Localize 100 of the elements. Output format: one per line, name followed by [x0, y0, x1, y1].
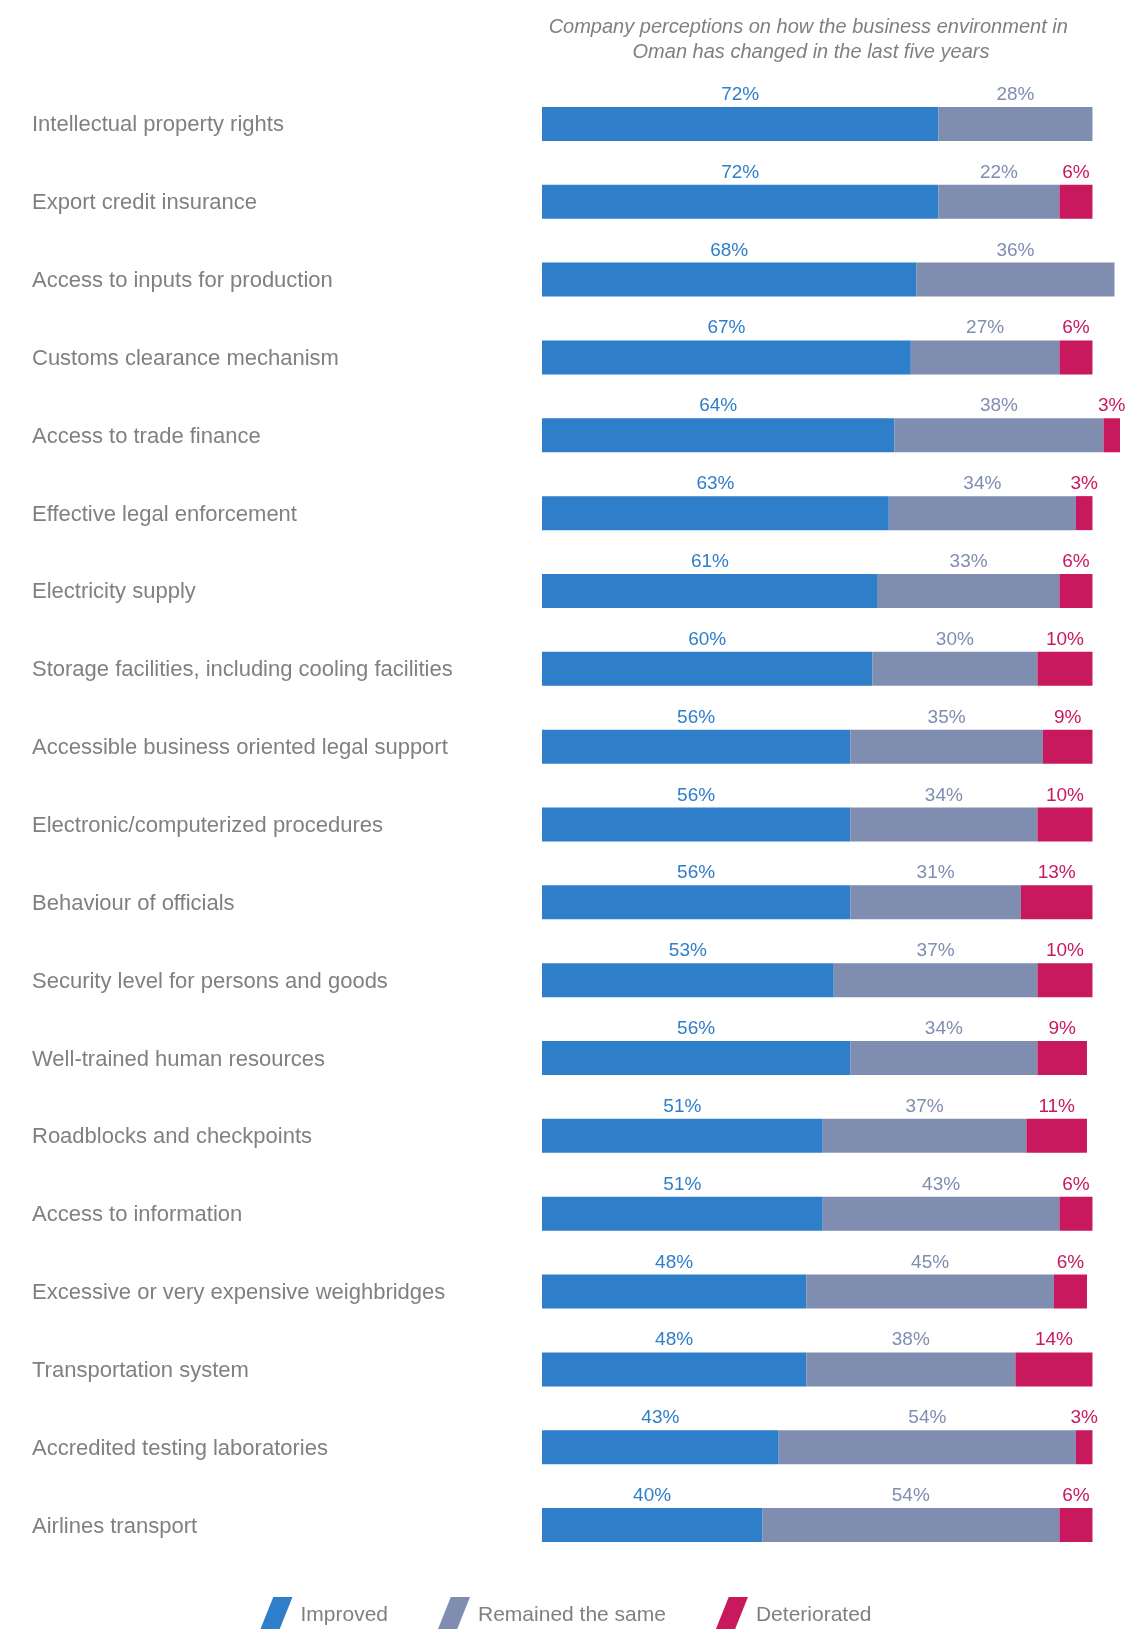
bar [910, 340, 1060, 375]
bar [542, 885, 851, 920]
y-tick-label: Export credit insurance [32, 189, 257, 215]
data-label: 48% [655, 1328, 694, 1350]
data-label: 10% [1045, 939, 1085, 961]
data-label: 6% [1062, 316, 1090, 338]
data-label: 11% [1038, 1094, 1076, 1116]
data-label: 38% [979, 394, 1019, 416]
bar [894, 418, 1104, 453]
data-label: 27% [966, 316, 1005, 338]
bar [1059, 573, 1093, 608]
data-label: 6% [1056, 1250, 1085, 1272]
bar [877, 573, 1060, 608]
bar [916, 262, 1115, 297]
bar [888, 496, 1076, 531]
data-label: 3% [1070, 1406, 1099, 1428]
bar [938, 184, 1060, 219]
bar [1059, 1508, 1093, 1543]
data-label: 6% [1062, 1172, 1090, 1194]
bar [542, 418, 895, 453]
data-label: 6% [1062, 1484, 1090, 1506]
bar [872, 651, 1038, 686]
data-label: 30% [935, 627, 974, 649]
y-tick-label: Accredited testing laboratories [32, 1434, 328, 1460]
data-label: 72% [721, 82, 760, 104]
data-label: 31% [916, 861, 955, 883]
data-label: 51% [663, 1172, 702, 1194]
bar [1037, 1041, 1087, 1076]
data-label: 48% [655, 1250, 694, 1272]
y-tick-label: Accessible business oriented legal support [32, 734, 448, 760]
data-label: 3% [1098, 394, 1126, 416]
data-label: 53% [668, 939, 707, 961]
data-label: 37% [905, 1094, 944, 1116]
data-label: 56% [677, 783, 716, 805]
legend-label: Improved [300, 1601, 389, 1625]
data-label: 45% [911, 1250, 950, 1272]
bar [542, 651, 873, 686]
bar [850, 1041, 1038, 1076]
y-tick-label: Well-trained human resources [32, 1045, 326, 1071]
data-label: 38% [891, 1328, 930, 1350]
bar [542, 573, 878, 608]
data-label: 6% [1062, 160, 1090, 182]
bar [1020, 885, 1093, 920]
bar [850, 807, 1038, 842]
bar [542, 807, 851, 842]
bar [1042, 729, 1093, 764]
bar [542, 1041, 851, 1076]
bar [542, 340, 911, 375]
data-label: 54% [891, 1484, 930, 1506]
data-label: 64% [699, 394, 738, 416]
bar [542, 1274, 807, 1309]
bar [1037, 651, 1093, 686]
bar [822, 1118, 1027, 1153]
bar [822, 1196, 1060, 1231]
data-label: 56% [677, 1017, 716, 1039]
data-label: 13% [1037, 861, 1076, 883]
y-tick-label: Electronic/computerized procedures [32, 812, 383, 837]
data-label: 56% [677, 861, 716, 883]
bar [850, 729, 1043, 764]
legend-label: Remained the same [478, 1601, 666, 1625]
bar [542, 1508, 763, 1543]
data-label: 72% [721, 160, 760, 182]
bar [1059, 184, 1093, 219]
bar [806, 1274, 1054, 1309]
y-tick-label: Airlines transport [32, 1512, 198, 1538]
bar [542, 496, 889, 531]
data-label: 43% [922, 1172, 961, 1194]
data-label: 10% [1045, 627, 1085, 649]
chart-title: Company perceptions on how the business environment in Oman has changed in the last five years [548, 14, 1074, 62]
y-tick-label: Intellectual property rights [32, 111, 284, 137]
y-tick-label: Access to trade finance [32, 422, 261, 448]
y-tick-label: Storage facilities, including cooling facilities [32, 656, 453, 682]
data-label: 6% [1062, 549, 1090, 571]
data-label: 37% [916, 939, 955, 961]
bar [1026, 1118, 1087, 1153]
data-label: 10% [1045, 783, 1085, 805]
bar [1075, 496, 1093, 531]
bar [1059, 1196, 1093, 1231]
data-label: 54% [908, 1406, 947, 1428]
y-tick-label: Excessive or very expensive weighbridges [32, 1279, 446, 1305]
y-tick-label: Electricity supply [32, 578, 196, 604]
bar [850, 885, 1021, 920]
bar [542, 1118, 823, 1153]
bar [1053, 1274, 1087, 1309]
data-label: 60% [688, 627, 727, 649]
bar [1059, 340, 1093, 375]
data-label: 22% [979, 160, 1019, 182]
data-label: 56% [677, 705, 716, 727]
bar [778, 1430, 1076, 1465]
data-label: 34% [924, 783, 963, 805]
data-label: 61% [690, 549, 730, 571]
bar [542, 106, 939, 141]
data-label: 40% [633, 1484, 672, 1506]
data-label: 14% [1034, 1328, 1074, 1350]
data-label: 28% [996, 82, 1035, 104]
y-tick-label: Transportation system [32, 1356, 249, 1382]
data-label: 9% [1053, 705, 1082, 727]
bar [1103, 418, 1120, 453]
data-label: 68% [710, 238, 749, 260]
y-tick-label: Access to inputs for production [32, 267, 333, 293]
